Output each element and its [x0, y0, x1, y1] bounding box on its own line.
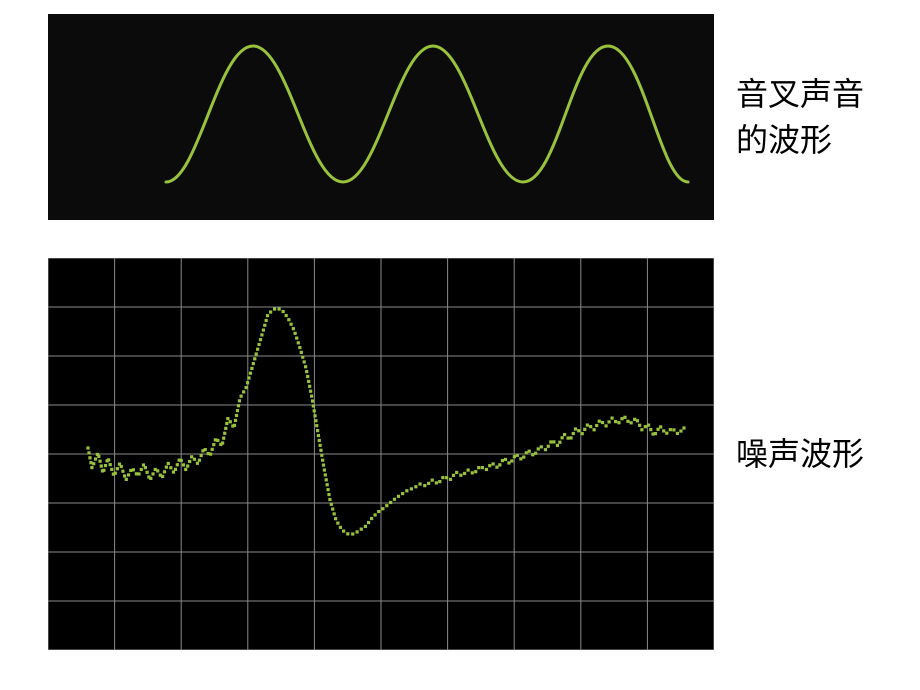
sine-wave-chart: [48, 14, 714, 220]
row-tuning-fork: 音叉声音的波形: [48, 14, 864, 220]
label-noise: 噪声波形: [736, 431, 864, 477]
oscilloscope-panel-sine: [48, 14, 714, 220]
row-noise: 噪声波形: [48, 258, 864, 650]
oscilloscope-panel-noise: [48, 258, 714, 650]
label-tuning-fork: 音叉声音的波形: [736, 71, 864, 164]
slide: 音叉声音的波形 噪声波形: [0, 0, 920, 690]
noise-wave-chart: [48, 258, 714, 650]
